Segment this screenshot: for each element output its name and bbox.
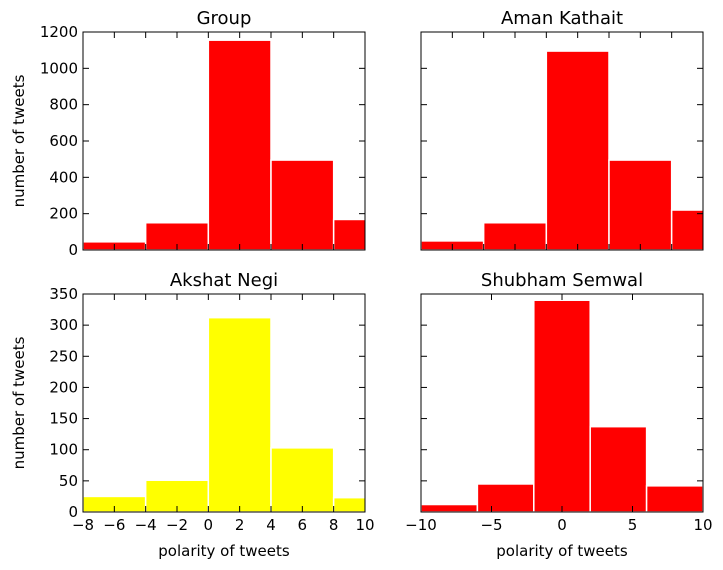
x-tick-label: 2 [235, 516, 245, 534]
x-tick-label: 10 [355, 516, 374, 534]
bars [421, 50, 703, 250]
chart-title: Aman Kathait [501, 8, 623, 29]
histogram-bar [670, 209, 703, 250]
y-tick-label: 250 [49, 347, 78, 365]
histogram-bar [207, 316, 272, 512]
y-tick-label: 0 [68, 503, 78, 521]
x-tick-label: 5 [628, 516, 638, 534]
chart-title: Group [197, 8, 252, 29]
panel-shubham-semwal: −10 −5 0 5 10 Shubham Semwal polarity of tweet… [405, 270, 712, 560]
x-tick-label: −4 [135, 516, 157, 534]
y-tick-label: 200 [49, 205, 78, 223]
axes-frame [82, 293, 366, 513]
x-tick-label: 4 [266, 516, 276, 534]
x-tick-label: 0 [557, 516, 567, 534]
histogram-bar [545, 50, 610, 250]
histogram-bar [270, 447, 335, 512]
y-tick-label: 600 [49, 132, 78, 150]
y-tick-label: 0 [68, 241, 78, 259]
histogram-bar [270, 159, 335, 250]
y-tick-label: 400 [49, 168, 78, 186]
x-tick-label: 10 [693, 516, 712, 534]
y-tick-label: 100 [49, 441, 78, 459]
panel-group: 0 200 400 600 800 1000 1200 Group number of twee… [10, 8, 366, 259]
x-axis-label: polarity of tweets [496, 542, 628, 560]
y-tick-label: 1000 [40, 59, 78, 77]
histogram-bar [421, 503, 479, 512]
histogram-bar [589, 425, 648, 512]
histogram-bar [476, 483, 535, 512]
y-tick-label: 50 [59, 472, 78, 490]
panel-aman-kathait: Aman Kathait [420, 8, 704, 251]
y-axis-label: number of tweets [10, 336, 28, 469]
histogram-bar [608, 159, 673, 250]
y-tick-label: 300 [49, 316, 78, 334]
x-tick-label: 6 [298, 516, 308, 534]
x-tick-label: −8 [72, 516, 94, 534]
y-tick-label: 1200 [40, 23, 78, 41]
panel-akshat-negi: 0 50 100 150 200 250 300 350 −8 −6 −4 −2 0 2 4 6 8 10 Aksh… [10, 270, 375, 560]
x-axis-label: polarity of tweets [158, 542, 290, 560]
chart-title: Shubham Semwal [481, 270, 643, 291]
histogram-bar [207, 39, 272, 250]
histogram-bar [533, 299, 591, 512]
x-tick-label: 0 [204, 516, 214, 534]
bars [421, 299, 703, 512]
x-tick-label: −6 [103, 516, 125, 534]
chart-title: Akshat Negi [170, 270, 278, 291]
y-tick-label: 150 [49, 410, 78, 428]
y-tick-label: 200 [49, 378, 78, 396]
x-tick-label: −10 [405, 516, 437, 534]
y-tick-label: 350 [49, 285, 78, 303]
y-axis-label: number of tweets [10, 74, 28, 207]
y-tick-label: 800 [49, 96, 78, 114]
x-tick-label: −5 [480, 516, 502, 534]
histogram-bar [645, 485, 703, 512]
bars [83, 316, 365, 512]
x-tick-label: −2 [166, 516, 188, 534]
x-tick-label: 8 [329, 516, 339, 534]
bars [83, 39, 365, 250]
